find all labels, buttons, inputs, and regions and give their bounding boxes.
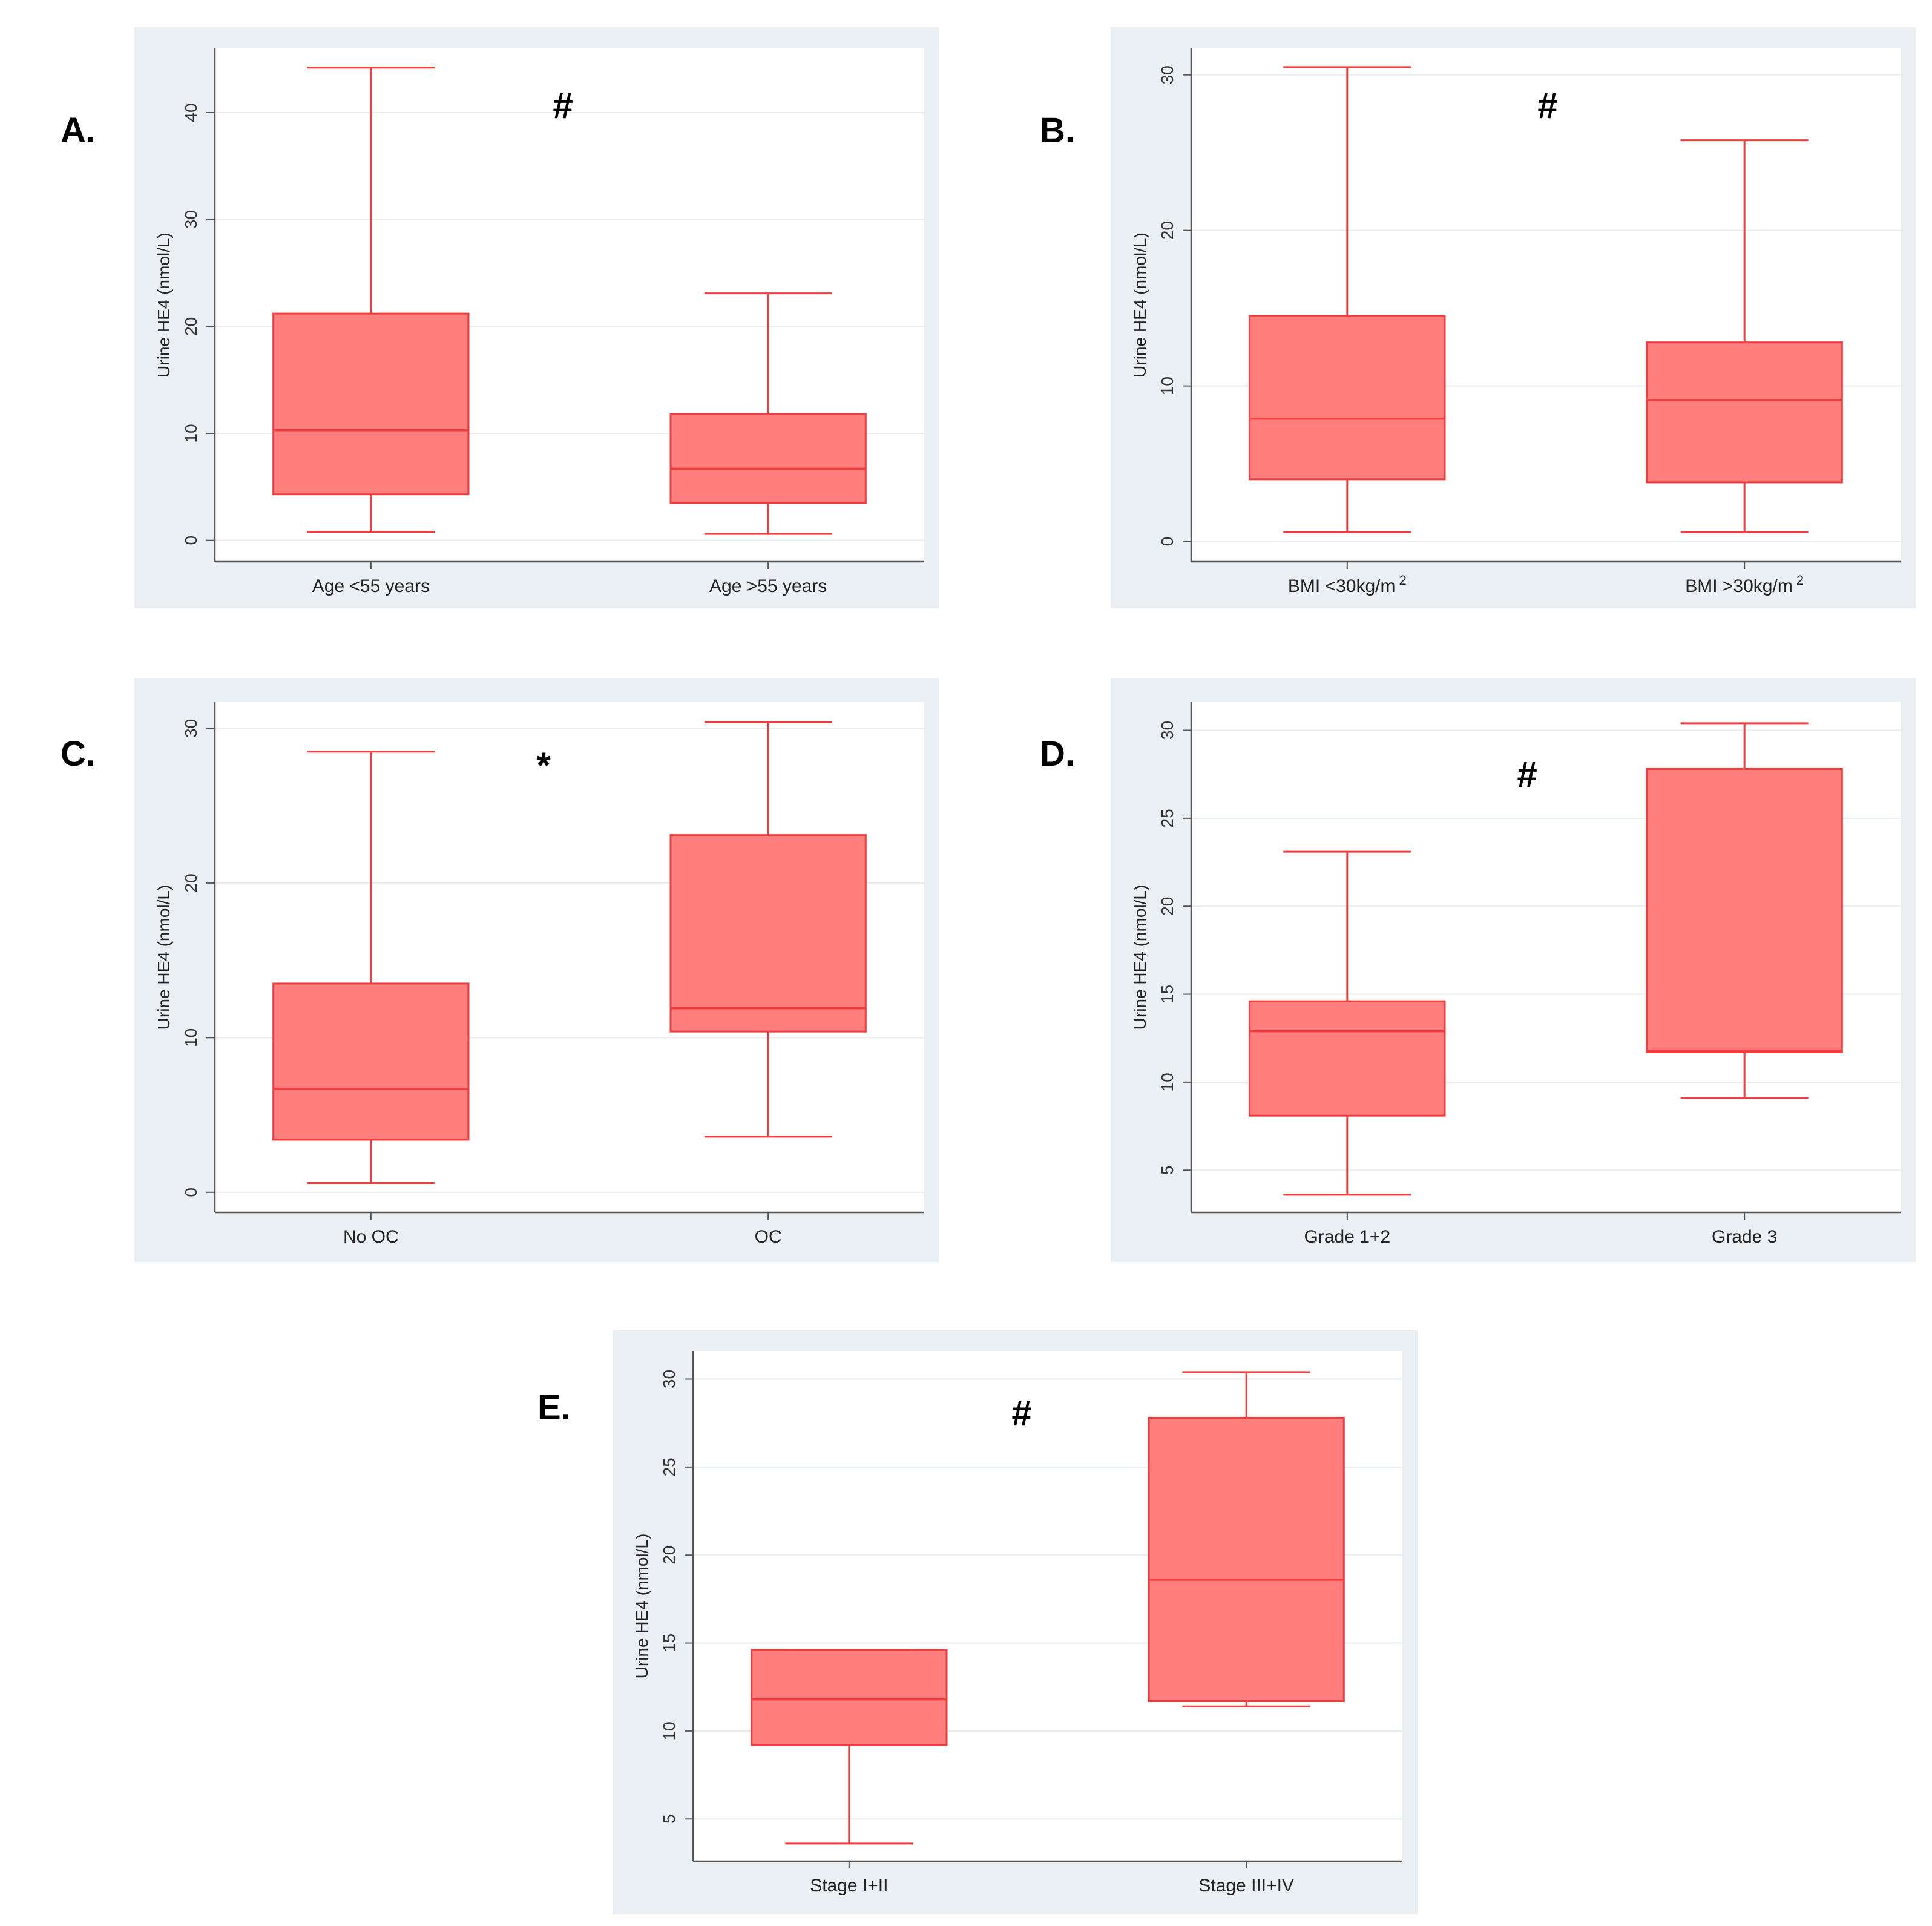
significance-marker: # xyxy=(1537,85,1557,126)
iqr-box xyxy=(751,1649,948,1746)
box-2 xyxy=(669,292,867,535)
category-label-superscript: 2 xyxy=(1399,573,1407,588)
y-tick-label: 10 xyxy=(1158,1073,1177,1091)
y-tick-label: 15 xyxy=(1158,985,1177,1004)
category-label-text: Stage I+II xyxy=(810,1876,888,1896)
category-label-superscript: 2 xyxy=(1796,573,1804,588)
category-label: BMI >30kg/m 2 xyxy=(1685,573,1804,596)
category-label: Grade 1+2 xyxy=(1304,1227,1391,1247)
iqr-box xyxy=(669,834,867,1033)
iqr-box xyxy=(1148,1416,1345,1702)
y-tick-label: 15 xyxy=(660,1634,678,1652)
significance-marker: * xyxy=(536,745,551,786)
y-tick-label: 0 xyxy=(182,536,200,545)
y-tick-label: 30 xyxy=(182,210,200,229)
category-label-text: BMI <30kg/m xyxy=(1288,576,1396,596)
y-tick-label: 20 xyxy=(660,1546,678,1565)
box-2 xyxy=(1148,1371,1345,1707)
box-2 xyxy=(669,721,867,1138)
panel-d: 5 10 15 20 25 30 Urine HE4 (nmol/L) Grade 1+2 Gr… xyxy=(1040,678,1916,1262)
category-label-text: Age >55 years xyxy=(709,576,827,596)
box-2 xyxy=(1646,139,1843,533)
panel-label: E. xyxy=(537,1388,571,1427)
iqr-box xyxy=(1249,1000,1446,1117)
category-label-text: Grade 1+2 xyxy=(1304,1227,1391,1247)
significance-marker: # xyxy=(553,85,573,126)
y-tick-label: 10 xyxy=(182,424,200,442)
panel-a: 0 10 20 30 40 Urine HE4 (nmol/L) Age <55 years… xyxy=(61,27,939,608)
iqr-box xyxy=(1646,341,1843,484)
category-label-text: BMI >30kg/m xyxy=(1685,576,1793,596)
y-axis-label: Urine HE4 (nmol/L) xyxy=(1131,885,1149,1030)
category-label: BMI <30kg/m 2 xyxy=(1288,573,1407,596)
y-tick-label: 5 xyxy=(660,1814,678,1824)
category-label-text: Age <55 years xyxy=(312,576,430,596)
panel-e: 5 10 15 20 25 30 Urine HE4 (nmol/L) Stage I+II S… xyxy=(537,1330,1418,1914)
box-1 xyxy=(751,1649,948,1845)
panel-label: D. xyxy=(1040,734,1075,774)
y-tick-label: 25 xyxy=(1158,809,1177,827)
y-axis-label: Urine HE4 (nmol/L) xyxy=(154,232,173,378)
y-tick-label: 20 xyxy=(182,873,200,892)
y-tick-label: 5 xyxy=(1158,1165,1177,1175)
y-tick-label: 10 xyxy=(182,1028,200,1047)
box-1 xyxy=(272,67,470,533)
y-tick-label: 10 xyxy=(1158,376,1177,395)
iqr-box xyxy=(272,982,470,1141)
panel-label: B. xyxy=(1040,111,1075,150)
box-1 xyxy=(1249,66,1446,533)
y-tick-label: 30 xyxy=(660,1370,678,1389)
y-tick-label: 30 xyxy=(182,719,200,738)
category-label-text: No OC xyxy=(343,1227,399,1247)
y-tick-label: 0 xyxy=(182,1188,200,1197)
category-label: No OC xyxy=(343,1227,399,1247)
y-tick-label: 30 xyxy=(1158,65,1177,84)
category-label-text: Grade 3 xyxy=(1712,1227,1777,1247)
y-tick-label: 10 xyxy=(660,1721,678,1740)
panel-c: 0 10 20 30 Urine HE4 (nmol/L) No OC OC C. * xyxy=(61,678,939,1262)
category-label: Grade 3 xyxy=(1712,1227,1777,1247)
category-label: Age >55 years xyxy=(709,576,827,596)
y-tick-label: 40 xyxy=(182,103,200,122)
box-1 xyxy=(1249,850,1446,1196)
significance-marker: # xyxy=(1517,754,1537,795)
y-tick-label: 20 xyxy=(1158,897,1177,916)
y-tick-label: 25 xyxy=(660,1458,678,1476)
iqr-box xyxy=(1249,315,1446,481)
panel-label: C. xyxy=(61,734,96,774)
y-tick-label: 20 xyxy=(1158,221,1177,240)
category-label: Stage I+II xyxy=(810,1876,888,1896)
iqr-box xyxy=(272,312,470,496)
box-2 xyxy=(1646,722,1843,1099)
y-tick-label: 0 xyxy=(1158,537,1177,547)
box-1 xyxy=(272,751,470,1184)
y-axis-label: Urine HE4 (nmol/L) xyxy=(154,885,173,1030)
panel-label: A. xyxy=(61,111,96,150)
iqr-box xyxy=(1646,767,1843,1053)
y-axis-label: Urine HE4 (nmol/L) xyxy=(1131,232,1149,378)
y-axis-label: Urine HE4 (nmol/L) xyxy=(632,1534,651,1679)
category-label-text: Stage III+IV xyxy=(1198,1876,1294,1896)
iqr-box xyxy=(669,413,867,504)
significance-marker: # xyxy=(1011,1393,1031,1433)
category-label: OC xyxy=(755,1227,782,1247)
category-label: Stage III+IV xyxy=(1198,1876,1294,1896)
y-tick-label: 20 xyxy=(182,317,200,336)
y-tick-label: 30 xyxy=(1158,721,1177,740)
category-label-text: OC xyxy=(755,1227,782,1247)
category-label: Age <55 years xyxy=(312,576,430,596)
